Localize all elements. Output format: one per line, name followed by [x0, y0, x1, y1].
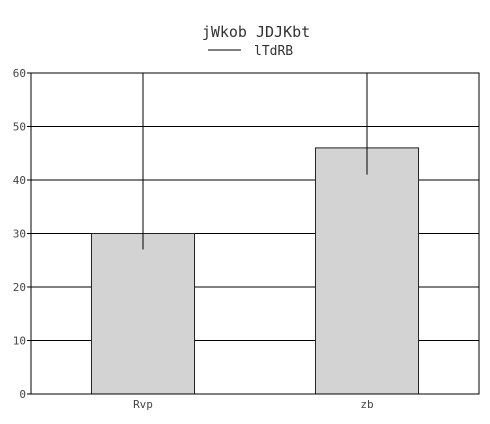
y-tick-label-0: 0: [19, 388, 26, 401]
y-tick-label-30: 30: [13, 228, 26, 241]
x-tick-label-Rvp: Rvp: [133, 398, 153, 411]
y-tick-label-40: 40: [13, 174, 26, 187]
x-axis-labels: Rvp zb: [133, 398, 374, 411]
y-tick-label-60: 60: [13, 67, 26, 80]
legend-label: lTdRB: [254, 44, 293, 59]
y-tick-label-50: 50: [13, 121, 26, 134]
y-axis-ticks: 0 10 20 30 40 50 60: [13, 67, 31, 401]
legend: lTdRB: [208, 44, 293, 59]
y-tick-label-20: 20: [13, 281, 26, 294]
bar-Rvp: [91, 234, 194, 395]
chart-title: jWkob JDJKbt: [202, 23, 310, 41]
y-tick-label-10: 10: [13, 335, 26, 348]
bar-zb: [315, 148, 418, 394]
x-tick-label-zb: zb: [360, 398, 373, 411]
bars: [91, 148, 418, 394]
